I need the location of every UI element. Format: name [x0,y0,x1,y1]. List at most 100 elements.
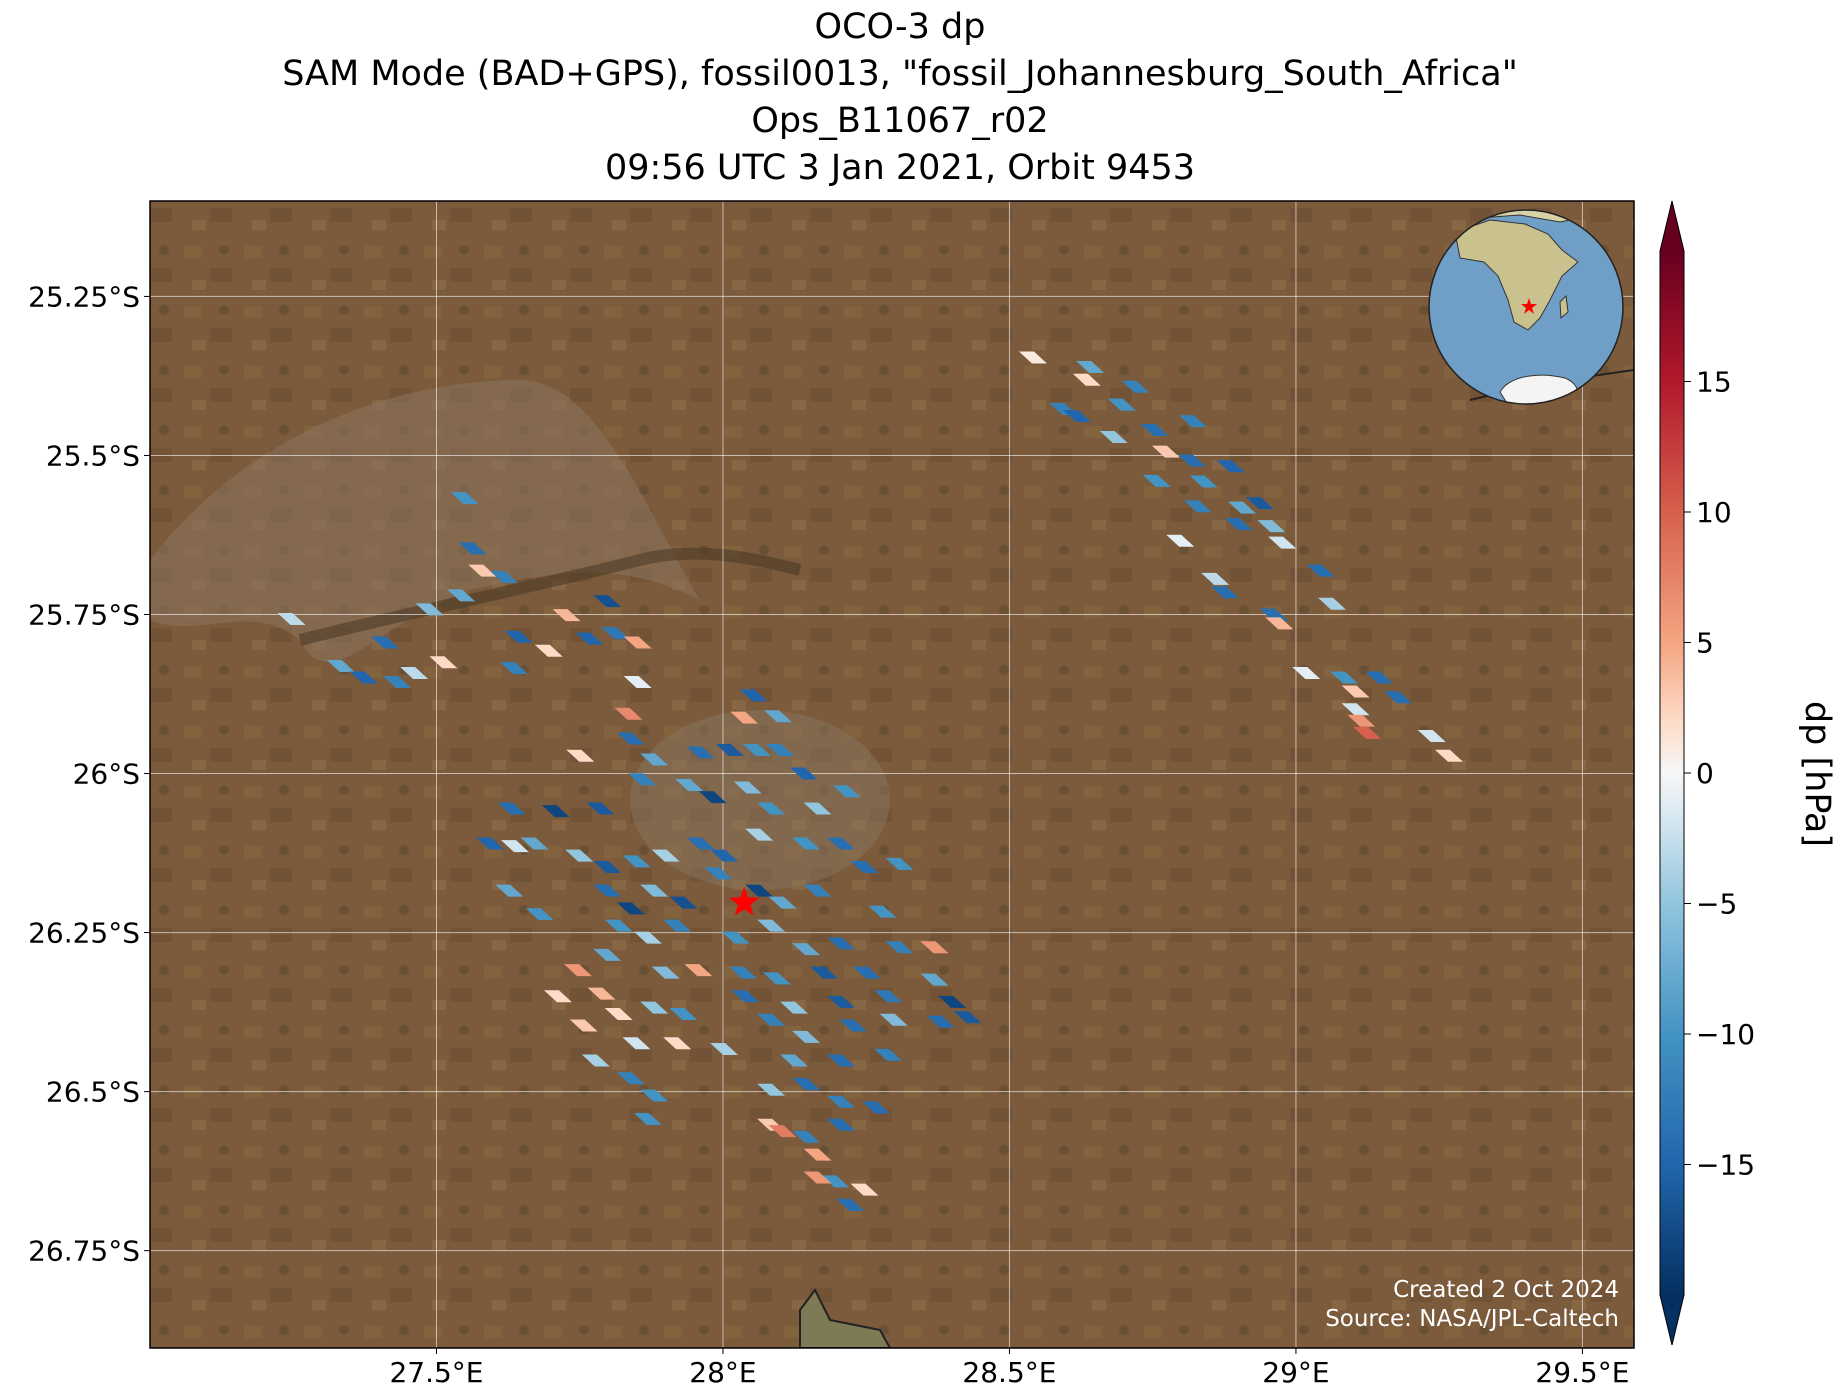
sounding [836,1198,865,1211]
sounding [623,636,652,649]
sounding [1072,373,1101,386]
sounding [792,943,821,956]
colorbar-tick-label: 15 [1696,366,1732,399]
sounding [495,884,524,897]
sounding [1347,714,1376,727]
x-tick-label: 28.5°E [962,1356,1056,1389]
sounding [1341,703,1370,716]
sounding [1140,424,1169,437]
colorbar-outline [1659,200,1685,1346]
terrain [150,201,1634,1348]
sounding [604,919,633,932]
sounding [616,902,645,915]
sounding [1318,597,1347,610]
sounding [499,661,528,674]
sounding [792,1077,821,1090]
sounding [827,1095,856,1108]
sounding [566,749,595,762]
sounding [1018,351,1047,364]
sounding [768,896,797,909]
ridge [298,547,802,646]
sounding [938,995,967,1008]
sounding [861,1101,890,1114]
title-line: 09:56 UTC 3 Jan 2021, Orbit 9453 [605,148,1195,188]
sounding [1166,534,1195,547]
sounding [698,791,727,804]
sounding [1178,415,1207,428]
sounding [926,1015,955,1028]
sounding [1352,726,1381,739]
grid [150,201,1634,1348]
sounding [565,849,594,862]
sounding [827,937,856,950]
sounding [803,802,832,815]
urban-area [150,380,700,662]
y-tick-label: 26.5°S [46,1076,140,1109]
sounding [920,973,949,986]
sounding [1183,500,1212,513]
sounding [640,884,669,897]
sounding [868,905,897,918]
sounding [569,1019,598,1032]
sounding [604,1008,633,1021]
sounding [721,931,750,944]
border [799,1288,892,1348]
sounding [809,966,838,979]
sounding [757,919,786,932]
sounding [586,802,615,815]
basemap [150,201,1634,1348]
y-tick-label: 26.75°S [28,1235,140,1268]
sounding [686,746,715,759]
sounding [541,805,570,818]
sounding [1151,445,1180,458]
title-line: OCO-3 dp [815,7,986,47]
sounding [1268,536,1297,549]
x-tick-label: 29.5°E [1535,1356,1629,1389]
sounding [803,884,832,897]
sounding [1417,730,1446,743]
sounding [552,609,581,622]
sounding [827,1118,856,1131]
sounding [1216,460,1245,473]
sounding [768,1125,797,1138]
y-tick-label: 25.5°S [46,439,140,472]
x-tick-label: 28°E [689,1356,756,1389]
globe-marker [1521,298,1537,314]
colorbar-body [1660,251,1684,1295]
colorbar-extend [1660,201,1684,251]
sounding [715,744,744,757]
sounding [821,1175,850,1188]
sounding [593,948,622,961]
sounding [839,1019,868,1032]
sounding [1099,431,1128,444]
urban-area [630,710,890,890]
sounding [616,732,645,745]
sounding [581,1054,610,1067]
sounding [1107,398,1136,411]
sounding [953,1011,982,1024]
sounding [762,972,791,985]
sounding [827,1054,856,1067]
colorbar-label: dp [hPa] [1797,701,1833,847]
sounding [675,778,704,791]
sounding [429,656,458,669]
sounding [763,710,792,723]
sounding [780,1054,809,1067]
sounding [543,990,572,1003]
sounding [534,644,563,657]
sounding [476,837,505,850]
sounding [669,1008,698,1021]
sounding [745,828,774,841]
sounding [733,781,762,794]
sounding [382,675,411,688]
sounding [520,837,549,850]
sounding [710,1043,739,1056]
sounding [780,1001,809,1014]
sounding [1259,608,1288,621]
y-tick-label: 26°S [73,758,140,791]
soundings [277,351,1463,1211]
sounding [640,1089,669,1102]
sounding [669,896,698,909]
sounding [832,785,861,798]
sounding [803,1148,832,1161]
